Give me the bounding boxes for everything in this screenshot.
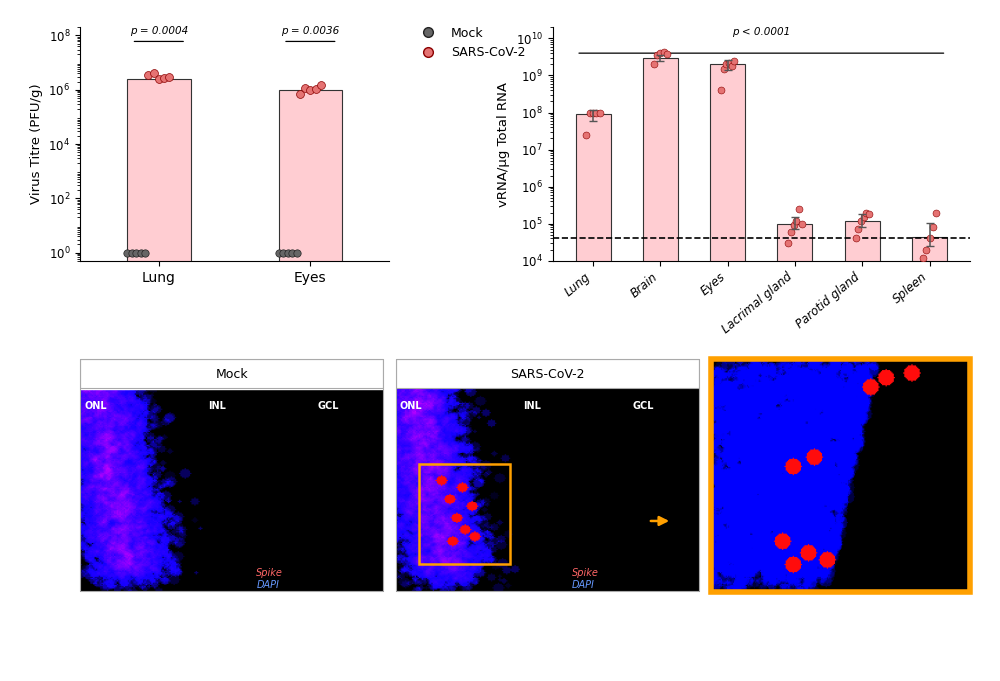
Point — [151, 74, 167, 84]
Point — [915, 253, 931, 264]
Point — [582, 107, 598, 118]
Point — [718, 59, 734, 69]
Point — [128, 247, 144, 258]
Point — [592, 107, 608, 118]
Point — [928, 207, 944, 218]
Point — [588, 107, 604, 118]
Text: INL: INL — [523, 401, 541, 411]
Point — [656, 47, 672, 58]
Text: ONL: ONL — [84, 401, 107, 411]
Point — [585, 107, 601, 118]
Point — [146, 67, 162, 78]
Point — [925, 222, 941, 233]
Point — [652, 48, 668, 59]
Bar — [127, 79, 191, 681]
Text: SARS-CoV-2: SARS-CoV-2 — [511, 368, 585, 381]
Point — [133, 247, 149, 258]
Bar — [912, 236, 947, 681]
Bar — [80, 359, 384, 390]
Point — [848, 233, 864, 244]
Point — [858, 207, 874, 218]
Point — [780, 238, 796, 249]
Text: INL: INL — [208, 401, 226, 411]
Text: ONL: ONL — [400, 401, 423, 411]
Text: p < 0.0001: p < 0.0001 — [732, 27, 790, 37]
Point — [856, 212, 872, 223]
Text: GCL: GCL — [317, 401, 339, 411]
Point — [659, 48, 675, 59]
Point — [713, 84, 729, 95]
Point — [124, 247, 140, 258]
Bar — [845, 221, 880, 681]
Point — [853, 215, 869, 226]
Point — [284, 247, 300, 258]
Text: p = 0.0004: p = 0.0004 — [130, 26, 188, 36]
FancyBboxPatch shape — [396, 359, 699, 388]
Point — [922, 233, 938, 244]
Text: Spike: Spike — [572, 569, 599, 578]
Point — [275, 247, 291, 258]
Point — [783, 227, 799, 238]
Bar — [777, 224, 812, 681]
Point — [794, 219, 810, 229]
Point — [156, 72, 172, 83]
Y-axis label: vRNA/μg Total RNA: vRNA/μg Total RNA — [497, 82, 510, 206]
Point — [786, 220, 802, 231]
Point — [726, 55, 742, 66]
Bar — [419, 464, 510, 565]
Text: p = 0.0036: p = 0.0036 — [281, 26, 339, 36]
Point — [140, 69, 156, 80]
Bar — [643, 58, 678, 681]
Legend: Mock, SARS-CoV-2: Mock, SARS-CoV-2 — [411, 22, 530, 64]
Point — [850, 224, 866, 235]
Point — [724, 61, 740, 72]
Point — [161, 72, 177, 82]
Y-axis label: Virus Titre (PFU/g): Virus Titre (PFU/g) — [30, 84, 43, 204]
Point — [861, 209, 877, 220]
FancyBboxPatch shape — [80, 359, 383, 388]
Point — [119, 247, 135, 258]
Point — [791, 204, 807, 215]
Text: Mock: Mock — [216, 368, 248, 381]
Text: Spike: Spike — [256, 569, 283, 578]
Bar — [576, 114, 611, 681]
Text: DAPI: DAPI — [572, 580, 595, 590]
Point — [649, 50, 665, 61]
Point — [302, 84, 318, 95]
Text: GCL: GCL — [633, 401, 654, 411]
Point — [297, 82, 313, 93]
Point — [137, 247, 153, 258]
Point — [280, 247, 296, 258]
Point — [788, 215, 804, 226]
Point — [292, 89, 308, 99]
Point — [289, 247, 305, 258]
Point — [271, 247, 287, 258]
Text: DAPI: DAPI — [256, 580, 279, 590]
Point — [578, 129, 594, 140]
Point — [308, 83, 324, 94]
Point — [313, 80, 329, 91]
Point — [721, 57, 737, 68]
Bar — [279, 90, 342, 681]
Point — [918, 244, 934, 255]
Point — [716, 63, 732, 74]
Bar — [710, 64, 745, 681]
Point — [646, 59, 662, 69]
